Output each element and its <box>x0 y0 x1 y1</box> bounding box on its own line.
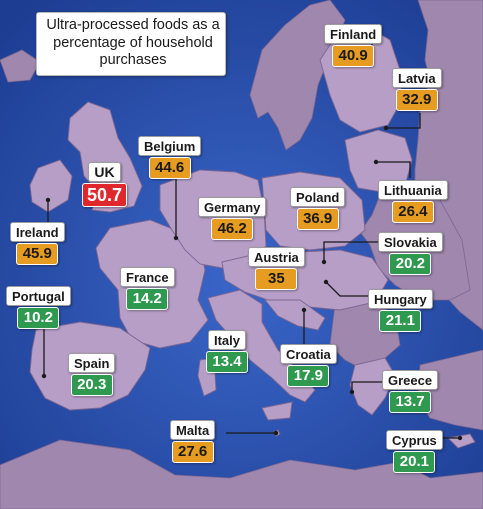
country-name: Poland <box>290 187 346 207</box>
country-value: 26.4 <box>391 201 434 223</box>
label-portugal: Portugal 10.2 <box>6 286 71 329</box>
country-name: Spain <box>68 353 116 373</box>
country-name: Cyprus <box>386 430 443 450</box>
country-value: 10.2 <box>17 307 60 329</box>
country-value: 50.7 <box>82 183 128 207</box>
label-latvia: Latvia 32.9 <box>392 68 442 111</box>
country-value: 20.3 <box>70 374 113 396</box>
country-name: Hungary <box>368 289 433 309</box>
label-spain: Spain 20.3 <box>68 353 116 396</box>
land-ireland <box>29 159 73 213</box>
country-name: Lithuania <box>378 180 448 200</box>
label-slovakia: Slovakia 20.2 <box>378 232 443 275</box>
country-value: 36.9 <box>296 208 339 230</box>
label-hungary: Hungary 21.1 <box>368 289 433 332</box>
country-value: 17.9 <box>287 365 330 387</box>
map-title: Ultra-processed foods as a percentage of… <box>46 17 220 68</box>
country-name: Ireland <box>10 222 65 242</box>
country-name: Portugal <box>6 286 71 306</box>
land-croatia <box>264 299 326 331</box>
land-iceland-edge <box>0 49 41 83</box>
country-name: Malta <box>170 420 216 440</box>
label-uk: UK 50.7 <box>82 162 128 207</box>
country-value: 20.2 <box>389 253 432 275</box>
country-value: 35 <box>255 268 298 290</box>
country-value: 32.9 <box>395 89 438 111</box>
country-name: Austria <box>248 247 305 267</box>
country-value: 13.7 <box>389 391 432 413</box>
label-greece: Greece 13.7 <box>382 370 439 413</box>
label-ireland: Ireland 45.9 <box>10 222 65 265</box>
label-france: France 14.2 <box>120 267 175 310</box>
country-name: UK <box>88 162 121 182</box>
country-value: 46.2 <box>211 218 254 240</box>
country-name: Finland <box>324 24 383 44</box>
label-croatia: Croatia 17.9 <box>280 344 337 387</box>
land-scandinavia <box>249 0 346 151</box>
label-finland: Finland 40.9 <box>324 24 383 67</box>
country-value: 27.6 <box>171 441 214 463</box>
country-value: 45.9 <box>16 243 59 265</box>
country-value: 44.6 <box>148 157 191 179</box>
country-name: Belgium <box>138 136 202 156</box>
country-value: 40.9 <box>332 45 375 67</box>
country-value: 13.4 <box>206 351 248 373</box>
country-name: Italy <box>207 330 246 350</box>
label-germany: Germany 46.2 <box>198 197 267 240</box>
country-name: France <box>120 267 175 287</box>
label-malta: Malta 27.6 <box>170 420 216 463</box>
label-poland: Poland 36.9 <box>290 187 346 230</box>
country-name: Slovakia <box>378 232 443 252</box>
label-lithuania: Lithuania 26.4 <box>378 180 448 223</box>
country-name: Latvia <box>392 68 442 88</box>
label-austria: Austria 35 <box>248 247 305 290</box>
label-italy: Italy 13.4 <box>206 330 248 373</box>
label-belgium: Belgium 44.6 <box>138 136 202 179</box>
label-cyprus: Cyprus 20.1 <box>386 430 443 473</box>
country-name: Croatia <box>280 344 337 364</box>
map-title-box: Ultra-processed foods as a percentage of… <box>36 12 226 76</box>
country-value: 21.1 <box>379 310 422 332</box>
country-name: Greece <box>382 370 439 390</box>
country-name: Germany <box>198 197 267 217</box>
country-value: 14.2 <box>126 288 169 310</box>
land-north-africa <box>0 439 483 509</box>
country-value: 20.1 <box>393 451 436 473</box>
